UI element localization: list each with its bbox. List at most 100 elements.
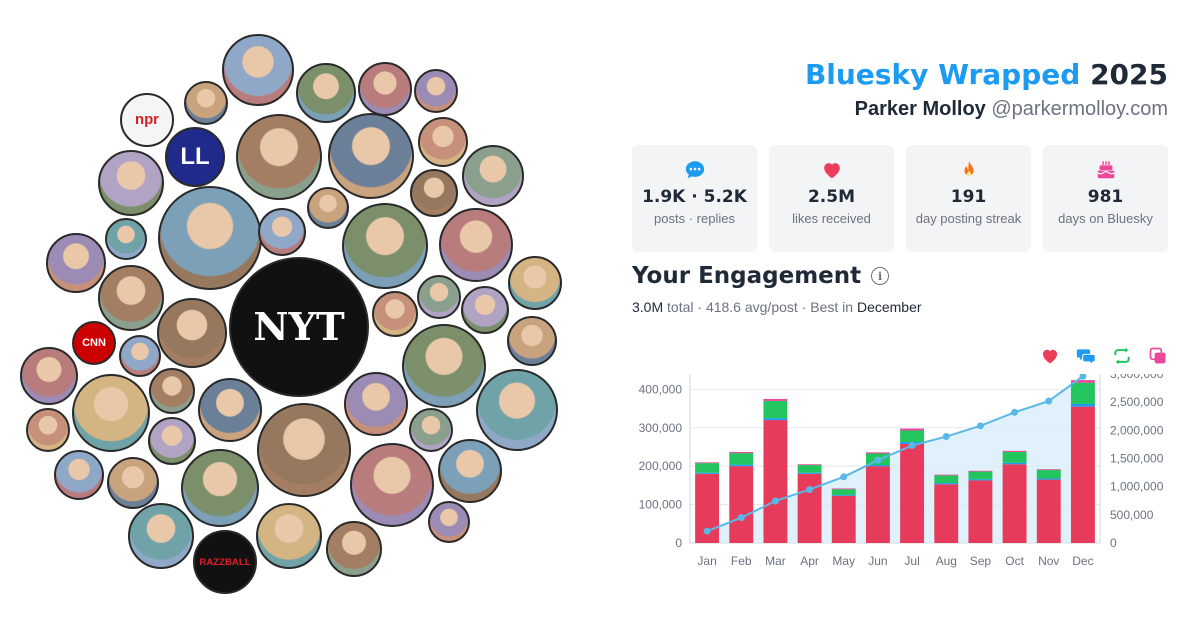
avatar[interactable] [128, 503, 194, 569]
bar-segment-reposts[interactable] [968, 471, 993, 480]
cumulative-point[interactable] [1011, 408, 1019, 416]
bar-segment-reposts[interactable] [797, 465, 822, 473]
bar-segment-likes[interactable] [900, 443, 925, 543]
avatar[interactable] [119, 335, 161, 377]
cumulative-point[interactable] [1079, 374, 1087, 380]
heart-icon[interactable] [1040, 346, 1060, 366]
avatar[interactable] [258, 208, 306, 256]
avatar[interactable] [149, 368, 195, 414]
bar-segment-quotes[interactable] [865, 452, 890, 454]
bar-segment-likes[interactable] [968, 480, 993, 543]
bar-segment-replies[interactable] [695, 472, 720, 474]
bar-segment-quotes[interactable] [695, 462, 720, 464]
repost-icon[interactable] [1112, 346, 1132, 366]
avatar[interactable] [461, 286, 509, 334]
bar-segment-quotes[interactable] [1036, 469, 1061, 471]
bar-segment-quotes[interactable] [900, 428, 925, 431]
avatar[interactable] [105, 218, 147, 260]
avatar[interactable] [328, 113, 414, 199]
bar-segment-reposts[interactable] [1036, 470, 1061, 479]
bar-segment-likes[interactable] [797, 473, 822, 543]
info-icon[interactable]: i [871, 267, 890, 285]
bar-segment-quotes[interactable] [797, 464, 822, 466]
avatar[interactable]: LL [165, 127, 225, 187]
cumulative-point[interactable] [806, 485, 814, 493]
avatar[interactable] [107, 457, 159, 509]
cumulative-point[interactable] [737, 514, 745, 522]
avatar[interactable] [256, 503, 322, 569]
bar-segment-likes[interactable] [934, 484, 959, 543]
cumulative-point[interactable] [908, 442, 916, 450]
bar-segment-replies[interactable] [968, 479, 993, 481]
avatar[interactable] [414, 69, 458, 113]
bar-segment-likes[interactable] [763, 420, 788, 543]
avatar[interactable] [157, 298, 227, 368]
cumulative-point[interactable] [771, 497, 779, 505]
bar-segment-quotes[interactable] [968, 470, 993, 472]
avatar[interactable] [148, 417, 196, 465]
avatar[interactable] [438, 439, 502, 503]
avatar[interactable] [358, 62, 412, 116]
bar-segment-likes[interactable] [865, 466, 890, 543]
cumulative-point[interactable] [703, 527, 711, 535]
avatar[interactable] [344, 372, 408, 436]
bar-segment-replies[interactable] [1002, 462, 1027, 465]
avatar[interactable] [257, 403, 351, 497]
avatar[interactable] [20, 347, 78, 405]
bar-segment-replies[interactable] [934, 483, 959, 485]
bar-segment-replies[interactable] [1036, 478, 1061, 480]
bar-segment-reposts[interactable] [1070, 382, 1095, 404]
bar-segment-reposts[interactable] [695, 463, 720, 473]
avatar[interactable] [507, 316, 557, 366]
quote-icon[interactable] [1148, 346, 1168, 366]
bar-segment-quotes[interactable] [729, 451, 754, 454]
avatar[interactable] [409, 408, 453, 452]
reply-icon[interactable] [1076, 346, 1096, 366]
avatar[interactable]: npr [120, 93, 174, 147]
avatar[interactable]: CNN [72, 321, 116, 365]
avatar[interactable] [508, 256, 562, 310]
bar-segment-replies[interactable] [729, 464, 754, 467]
bar-segment-reposts[interactable] [900, 430, 925, 442]
avatar[interactable] [222, 34, 294, 106]
bar-segment-replies[interactable] [797, 472, 822, 474]
bar-segment-reposts[interactable] [1002, 451, 1027, 463]
bar-segment-likes[interactable] [729, 466, 754, 543]
avatar[interactable] [98, 265, 164, 331]
avatar[interactable] [307, 187, 349, 229]
cumulative-point[interactable] [976, 422, 984, 430]
avatar[interactable] [46, 233, 106, 293]
avatar[interactable]: RAZZBALL [193, 530, 257, 594]
bar-segment-replies[interactable] [1070, 403, 1095, 407]
cumulative-point[interactable] [942, 433, 950, 441]
avatar[interactable] [342, 203, 428, 289]
bar-segment-replies[interactable] [831, 494, 856, 496]
bar-segment-likes[interactable] [1070, 406, 1095, 543]
avatar[interactable] [372, 291, 418, 337]
avatar[interactable] [418, 117, 468, 167]
avatar[interactable] [350, 443, 434, 527]
avatar[interactable] [72, 374, 150, 452]
cumulative-point[interactable] [1045, 397, 1053, 405]
bar-segment-likes[interactable] [695, 473, 720, 543]
avatar[interactable] [402, 324, 486, 408]
avatar[interactable] [184, 81, 228, 125]
avatar[interactable] [410, 169, 458, 217]
avatar[interactable] [417, 275, 461, 319]
avatar[interactable] [462, 145, 524, 207]
avatar[interactable] [98, 150, 164, 216]
avatar[interactable]: NYT [229, 257, 369, 397]
bar-segment-quotes[interactable] [763, 398, 788, 401]
bar-segment-quotes[interactable] [934, 474, 959, 476]
bar-segment-quotes[interactable] [1070, 380, 1095, 383]
cumulative-point[interactable] [840, 473, 848, 481]
avatar[interactable] [296, 63, 356, 123]
bar-segment-quotes[interactable] [831, 488, 856, 490]
avatar[interactable] [439, 208, 513, 282]
avatar[interactable] [428, 501, 470, 543]
avatar[interactable] [198, 378, 262, 442]
avatar[interactable] [54, 450, 104, 500]
avatar[interactable] [326, 521, 382, 577]
avatar[interactable] [236, 114, 322, 200]
bar-segment-reposts[interactable] [763, 400, 788, 419]
